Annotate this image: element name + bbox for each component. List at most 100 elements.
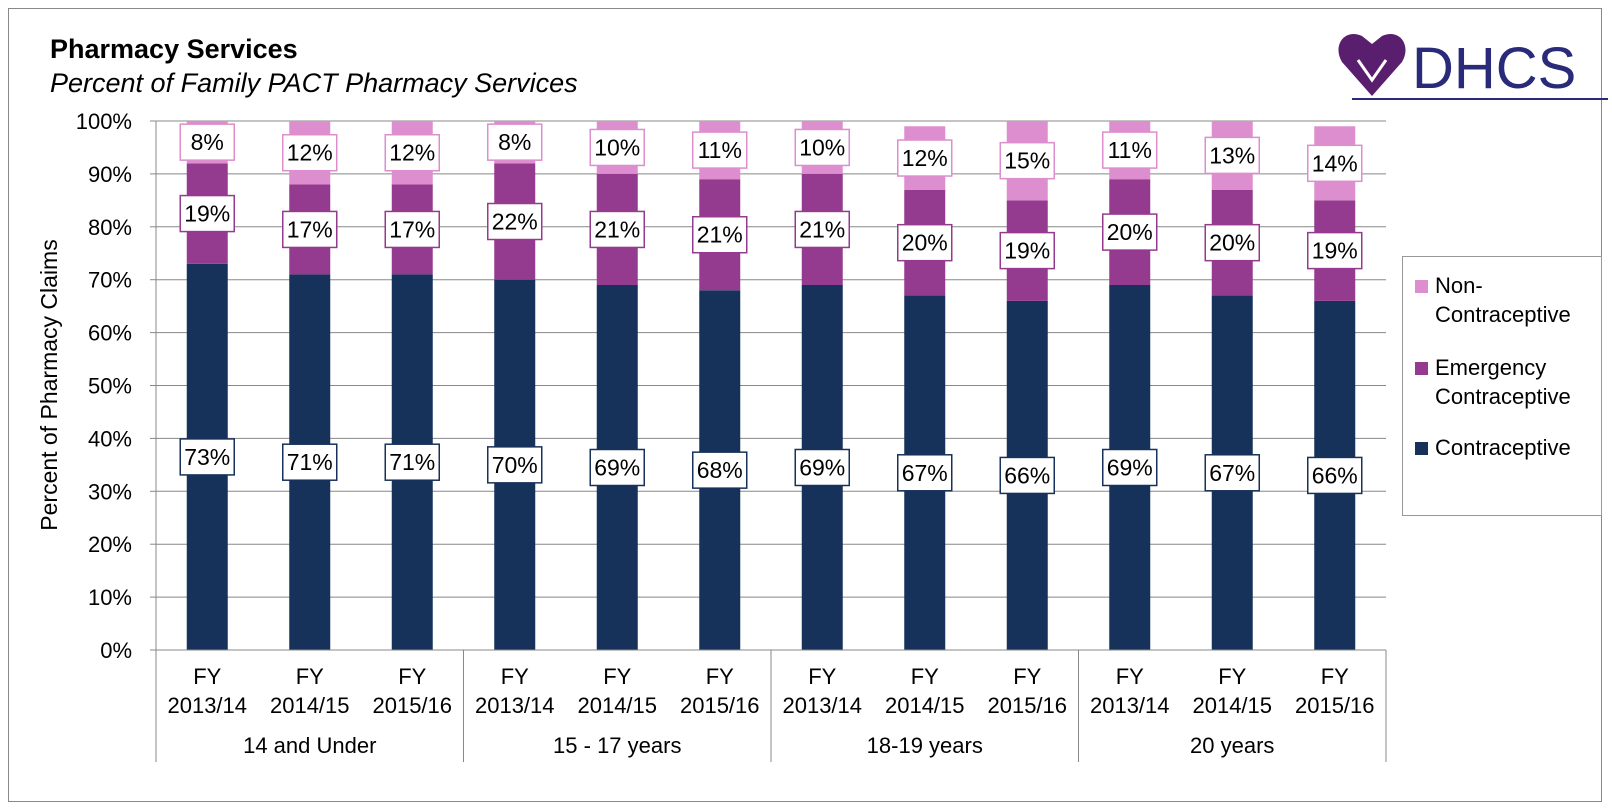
data-label-box <box>692 451 748 489</box>
data-label-box <box>897 139 953 177</box>
data-label-box <box>589 128 645 167</box>
data-label-box <box>1204 223 1260 262</box>
data-label-box <box>897 223 953 262</box>
data-label: 14% <box>1312 150 1358 176</box>
data-label-box <box>487 202 543 241</box>
data-label: 12% <box>902 145 948 171</box>
data-label: 21% <box>697 222 743 248</box>
chart-subtitle: Percent of Family PACT Pharmacy Services <box>50 68 578 98</box>
data-label: 70% <box>492 452 538 478</box>
data-label: 71% <box>389 449 435 475</box>
data-label-box <box>282 133 338 172</box>
data-label-box <box>384 210 440 249</box>
data-label: 21% <box>799 216 845 242</box>
data-label: 73% <box>184 444 230 470</box>
data-label-box <box>179 438 235 476</box>
legend-label: Emergency Contraceptive <box>1435 355 1571 409</box>
data-label-box <box>1102 213 1158 251</box>
data-label-box <box>999 141 1055 180</box>
data-label: 21% <box>594 216 640 242</box>
data-label: 19% <box>1004 238 1050 264</box>
logo: DHCS <box>1338 33 1608 101</box>
data-label: 10% <box>594 134 640 160</box>
data-label-box <box>897 454 953 492</box>
chart-title: Pharmacy Services <box>50 34 298 64</box>
y-tick-label: 40% <box>88 426 132 451</box>
data-label: 8% <box>191 129 224 155</box>
x-tick-label: FY 2013/14 <box>1089 664 1170 718</box>
data-label: 17% <box>389 216 435 242</box>
data-label: 12% <box>287 140 333 166</box>
data-label: 68% <box>697 457 743 483</box>
logo-heart <box>1338 33 1406 96</box>
data-label-box <box>692 131 748 169</box>
data-label: 67% <box>1209 460 1255 486</box>
data-label-box <box>999 456 1055 495</box>
y-tick-label: 10% <box>88 585 132 610</box>
x-tick-label: FY 2015/16 <box>1294 664 1375 718</box>
data-label: 13% <box>1209 142 1255 168</box>
data-label-box <box>179 123 235 161</box>
legend-entry: Non-Contraceptive <box>1415 271 1601 329</box>
data-label-box <box>589 448 645 487</box>
data-label: 22% <box>492 209 538 235</box>
x-tick-label: FY 2015/16 <box>679 664 760 718</box>
y-tick-label: 80% <box>88 215 132 240</box>
data-label: 11% <box>698 137 742 163</box>
data-label: 17% <box>287 216 333 242</box>
data-label: 71% <box>287 449 333 475</box>
data-label: 8% <box>498 129 531 155</box>
data-label-box <box>384 443 440 481</box>
x-tick-label: FY 2014/15 <box>577 664 658 718</box>
data-label: 10% <box>799 134 845 160</box>
x-tick-label: FY 2014/15 <box>269 664 350 718</box>
legend-label: Non-Contraceptive <box>1435 273 1571 327</box>
legend-entry: Emergency Contraceptive <box>1415 353 1601 411</box>
logo-text: DHCS <box>1412 36 1576 101</box>
legend-entry: Contraceptive <box>1415 433 1601 462</box>
data-label-box <box>179 194 235 233</box>
data-label: 66% <box>1312 462 1358 488</box>
data-label-box <box>487 123 543 161</box>
data-label-box <box>1204 136 1260 175</box>
y-axis-label: Percent of Pharmacy Claims <box>36 239 62 530</box>
data-label: 20% <box>902 230 948 256</box>
x-tick-label: FY 2013/14 <box>782 664 863 718</box>
data-label-box <box>1204 454 1260 492</box>
group-label: 20 years <box>1190 733 1275 758</box>
y-tick-label: 90% <box>88 162 132 187</box>
legend-swatch <box>1415 280 1428 293</box>
data-label: 20% <box>1107 219 1153 245</box>
data-label-box <box>692 215 748 254</box>
data-label-box <box>282 443 338 481</box>
x-tick-label: FY 2014/15 <box>884 664 965 718</box>
data-label-box <box>384 133 440 172</box>
data-label-box <box>487 446 543 484</box>
data-label-box <box>794 128 850 167</box>
y-tick-label: 50% <box>88 374 132 399</box>
x-tick-label: FY 2015/16 <box>987 664 1068 718</box>
y-tick-label: 60% <box>88 321 132 346</box>
x-tick-label: FY 2014/15 <box>1192 664 1273 718</box>
data-label-box <box>1307 144 1363 183</box>
data-label-box <box>794 210 850 249</box>
logo-mark <box>1356 59 1388 83</box>
data-label-box <box>282 210 338 249</box>
data-label-box <box>589 210 645 249</box>
data-label: 19% <box>1312 238 1358 264</box>
y-tick-label: 70% <box>88 268 132 293</box>
data-label-box <box>1102 131 1158 169</box>
x-tick-label: FY 2013/14 <box>474 664 555 718</box>
y-tick-label: 30% <box>88 479 132 504</box>
data-label-box <box>1102 448 1158 487</box>
data-label-box <box>1307 231 1363 270</box>
x-tick-label: FY 2015/16 <box>372 664 453 718</box>
data-label: 19% <box>184 201 230 227</box>
data-label: 69% <box>594 454 640 480</box>
legend-swatch <box>1415 442 1428 455</box>
data-label: 11% <box>1108 137 1152 163</box>
legend-swatch <box>1415 362 1428 375</box>
data-label: 69% <box>1107 454 1153 480</box>
data-label: 12% <box>389 140 435 166</box>
